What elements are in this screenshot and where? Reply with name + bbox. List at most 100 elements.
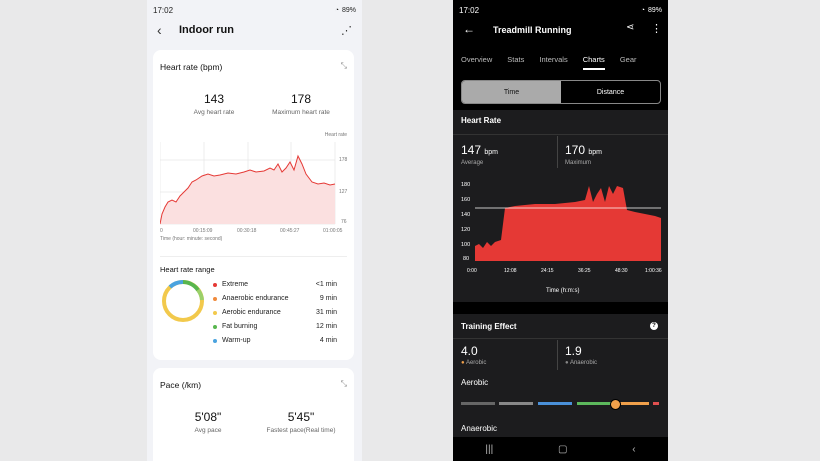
heart-rate-line	[160, 154, 336, 225]
distance-toggle-button[interactable]: Distance	[596, 88, 625, 96]
fastest-pace-value: 5'45"	[287, 410, 315, 424]
aerobic-section-title: Aerobic	[461, 378, 489, 387]
range-value: 9 min	[319, 295, 337, 302]
tab-charts[interactable]: Charts	[582, 55, 605, 70]
home-icon[interactable]: ▢	[557, 443, 568, 455]
divider	[557, 340, 558, 370]
back-arrow-icon[interactable]: ‹	[157, 22, 162, 38]
heart-rate-card: Heart rate (bpm) ⤡ 143 Avg heart rate 17…	[153, 50, 354, 360]
range-row-anaerobic: Anaerobic endurance 9 min	[213, 295, 337, 302]
status-bar: 17:02 ◔ 89%	[459, 4, 662, 16]
x-tick: 00:15:09	[193, 228, 213, 234]
time-toggle-button[interactable]: Time	[462, 81, 561, 103]
page-title: Indoor run	[179, 24, 234, 36]
te-scale-segment	[653, 402, 659, 405]
y-tick: 120	[461, 227, 471, 233]
extreme-dot	[213, 282, 217, 287]
max-hr-value: 170 bpm	[565, 143, 602, 157]
avg-heart-rate-label: Avg heart rate	[193, 109, 235, 116]
training-effect-section: Training Effect ? 4.0 ● Aerobic 1.9 ● An…	[453, 314, 668, 444]
right-phone: 17:02 ◔ 89% ← Treadmill Running ⋖ ⋮ Overv…	[453, 0, 668, 461]
range-value: 12 min	[315, 323, 337, 330]
status-time: 17:02	[459, 5, 480, 15]
wifi-icon: ◔	[334, 6, 339, 14]
divider	[453, 134, 668, 135]
more-icon[interactable]: ⋮	[651, 23, 662, 35]
range-row-aerobic: Aerobic endurance 31 min	[213, 309, 337, 316]
anaerobic-dot: ●	[565, 360, 569, 366]
x-tick: 36:25	[578, 268, 591, 274]
range-label: Extreme	[222, 281, 249, 288]
y-axis-unit: Heart rate	[324, 132, 347, 138]
time-distance-toggle: Time Distance	[461, 80, 661, 104]
x-tick: 0	[160, 228, 163, 234]
avg-hr-label: Average	[461, 160, 484, 166]
x-tick: 1:00:36	[645, 268, 662, 274]
range-label: Fat burning	[222, 323, 258, 330]
max-hr-unit: bpm	[588, 149, 602, 156]
te-scale-segment	[615, 402, 649, 405]
x-tick: 01:00:05	[323, 228, 343, 234]
share-icon[interactable]: ⋰	[341, 25, 352, 37]
max-heart-rate-label: Maximum heart rate	[272, 109, 330, 116]
tab-overview[interactable]: Overview	[461, 55, 493, 64]
y-tick: 76	[341, 219, 347, 225]
range-label: Anaerobic endurance	[222, 295, 289, 302]
y-tick: 127	[339, 189, 348, 195]
range-label: Aerobic endurance	[222, 309, 281, 316]
heart-rate-section: Heart Rate 147 bpm Average 170 bpm Maxim…	[453, 110, 668, 302]
x-tick: 12:08	[504, 268, 517, 274]
treadmill-heart-rate-chart	[475, 186, 661, 261]
recents-icon[interactable]: |||	[485, 443, 494, 455]
x-axis-caption: Time (h:m:s)	[546, 288, 580, 294]
tab-bar: Overview Stats Intervals Charts Gear	[461, 55, 668, 70]
x-tick: 0:00	[467, 268, 477, 274]
expand-icon[interactable]: ⤡	[340, 379, 347, 388]
heart-rate-area	[160, 156, 335, 224]
divider	[160, 256, 347, 257]
warm-up-dot	[213, 338, 217, 343]
back-icon[interactable]: ‹	[632, 443, 636, 455]
x-tick: 00:30:18	[237, 228, 257, 234]
range-row-fat-burning: Fat burning 12 min	[213, 323, 337, 330]
battery-level: 89%	[341, 6, 356, 14]
section-title: Heart Rate	[461, 116, 502, 125]
te-scale-segment	[499, 402, 533, 405]
avg-hr-unit: bpm	[484, 149, 498, 156]
pace-card: Pace (/km) ⤡ 5'08" Avg pace 5'45" Fastes…	[153, 368, 354, 461]
max-hr-label: Maximum	[565, 160, 592, 166]
avg-hr-value: 147 bpm	[461, 143, 498, 157]
left-phone: 17:02 ◔ 89% ‹ Indoor run ⋰ Heart rate (bp…	[147, 0, 362, 461]
range-row-extreme: Extreme <1 min	[213, 281, 337, 288]
battery-level: 89%	[647, 6, 662, 14]
te-scale-segment	[577, 402, 611, 405]
card-title: Heart rate (bpm)	[160, 62, 223, 72]
heart-rate-area	[475, 186, 661, 261]
status-time: 17:02	[153, 5, 174, 15]
max-heart-rate-value: 178	[290, 92, 312, 106]
anaerobic-dot	[213, 296, 217, 301]
status-bar: 17:02 ◔ 89%	[153, 4, 356, 16]
anaerobic-te-label-text: Anaerobic	[569, 360, 597, 366]
info-icon[interactable]: ?	[650, 322, 658, 330]
tab-gear[interactable]: Gear	[619, 55, 637, 64]
y-tick: 100	[461, 242, 471, 248]
expand-icon[interactable]: ⤡	[340, 61, 347, 70]
tab-stats[interactable]: Stats	[507, 55, 525, 64]
y-tick: 180	[461, 182, 471, 188]
fastest-pace-label: Fastest pace(Real time)	[266, 427, 336, 434]
aerobic-te-marker	[610, 399, 621, 410]
max-hr-number: 170	[565, 143, 586, 157]
share-icon[interactable]: ⋖	[626, 22, 635, 33]
section-title: Training Effect	[461, 322, 517, 331]
card-title: Pace (/km)	[160, 380, 202, 390]
anaerobic-te-label: ● Anaerobic	[565, 360, 597, 366]
x-tick: 00:45:27	[280, 228, 300, 234]
back-arrow-icon[interactable]: ←	[463, 22, 475, 36]
aerobic-dot: ●	[461, 360, 465, 366]
divider	[557, 136, 558, 168]
divider	[453, 338, 668, 339]
aerobic-dot	[213, 310, 217, 315]
tab-intervals[interactable]: Intervals	[539, 55, 568, 64]
range-value: 31 min	[315, 309, 337, 316]
